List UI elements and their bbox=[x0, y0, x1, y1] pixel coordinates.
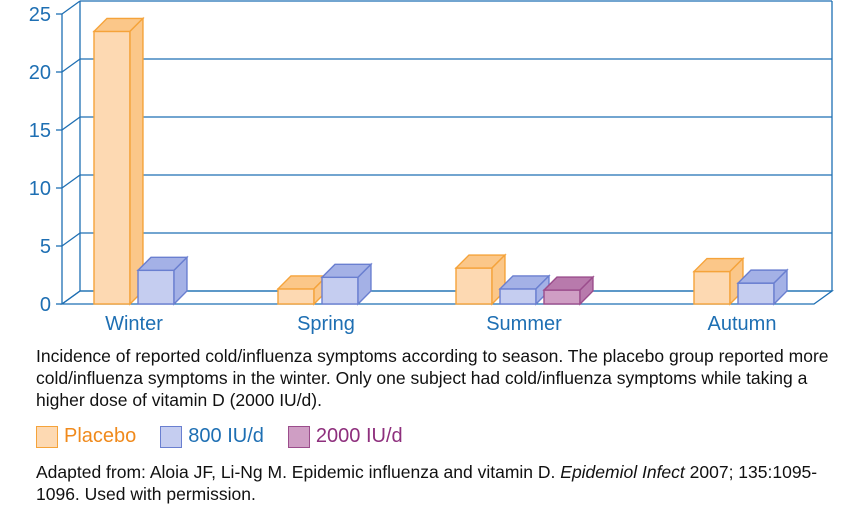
legend-item-800: 800 IU/d bbox=[160, 425, 264, 448]
legend-swatch-800 bbox=[160, 425, 183, 448]
x-tick-label: Autumn bbox=[708, 313, 777, 335]
y-tick-label: 20 bbox=[29, 62, 51, 84]
legend-swatch-placebo bbox=[36, 425, 58, 448]
legend-label-2000: 2000 IU/d bbox=[315, 425, 403, 447]
legend-item-2000: 2000 IU/d bbox=[287, 425, 403, 448]
gridline-side bbox=[61, 0, 81, 15]
x-tick-label: Spring bbox=[297, 313, 355, 335]
bar-800-side bbox=[357, 262, 372, 306]
legend-item-placebo: Placebo bbox=[36, 425, 136, 448]
bar-800-front bbox=[499, 288, 537, 305]
source-citation: Adapted from: Aloia JF, Li-Ng M. Epidemi… bbox=[36, 461, 836, 505]
gridline-side bbox=[61, 58, 81, 73]
bar-800-front bbox=[137, 269, 175, 305]
legend: Placebo 800 IU/d 2000 IU/d bbox=[36, 425, 427, 448]
source-journal: Epidemiol Infect bbox=[560, 462, 685, 482]
bar-placebo-front bbox=[277, 288, 315, 305]
bar-placebo-side bbox=[129, 16, 144, 306]
bar-2000-side bbox=[579, 275, 594, 306]
y-tick-label: 15 bbox=[29, 120, 51, 142]
bar-800-side bbox=[773, 268, 788, 306]
y-tick-label: 0 bbox=[40, 294, 51, 316]
bar-placebo-front bbox=[693, 270, 731, 305]
bar-800-front bbox=[321, 276, 359, 305]
x-tick-label: Winter bbox=[105, 313, 163, 335]
gridline-side bbox=[61, 174, 81, 189]
bar-2000-front bbox=[543, 289, 581, 305]
figure-caption: Incidence of reported cold/influenza sym… bbox=[36, 346, 829, 410]
source-suffix: 2007; 135:1095-1096. Used with permissio… bbox=[36, 462, 818, 504]
gridline-side bbox=[61, 232, 81, 247]
legend-label-800: 800 IU/d bbox=[188, 425, 264, 447]
y-tick-label: 25 bbox=[29, 4, 51, 26]
source-prefix: Adapted from: Aloia JF, Li-Ng M. Epidemi… bbox=[36, 462, 561, 482]
bar-placebo-front bbox=[93, 30, 131, 305]
y-tick-label: 5 bbox=[40, 236, 51, 258]
bar-800-side bbox=[173, 255, 188, 306]
bar-chart: 0 5 10 15 20 25 Winter Spring Summer Autumn bbox=[29, 0, 835, 335]
legend-swatch-2000 bbox=[287, 425, 310, 448]
legend-label-placebo: Placebo bbox=[64, 425, 137, 447]
y-tick-label: 10 bbox=[29, 178, 51, 200]
x-tick-label: Summer bbox=[486, 313, 562, 335]
gridline-side bbox=[61, 116, 81, 131]
bar-800-front bbox=[737, 282, 775, 305]
bar-placebo-front bbox=[455, 267, 493, 305]
